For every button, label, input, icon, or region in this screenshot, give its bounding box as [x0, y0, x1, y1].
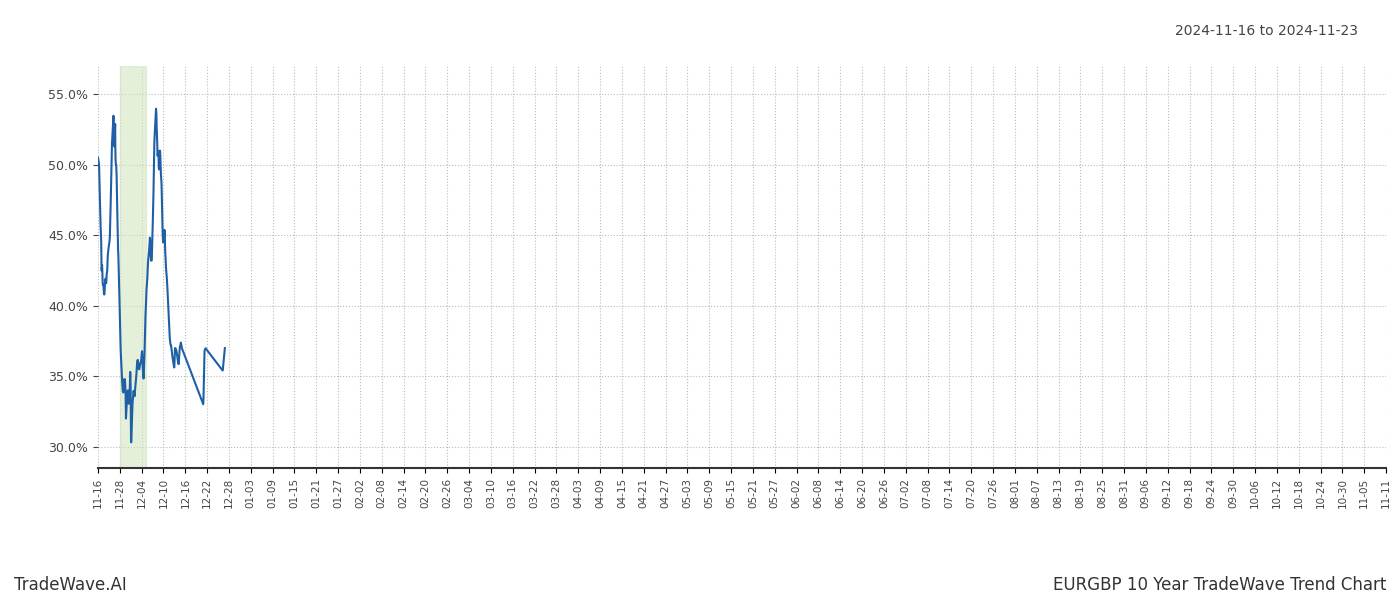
Text: EURGBP 10 Year TradeWave Trend Chart: EURGBP 10 Year TradeWave Trend Chart — [1053, 576, 1386, 594]
Text: 2024-11-16 to 2024-11-23: 2024-11-16 to 2024-11-23 — [1175, 24, 1358, 38]
Text: TradeWave.AI: TradeWave.AI — [14, 576, 127, 594]
Bar — [120, 66, 146, 468]
